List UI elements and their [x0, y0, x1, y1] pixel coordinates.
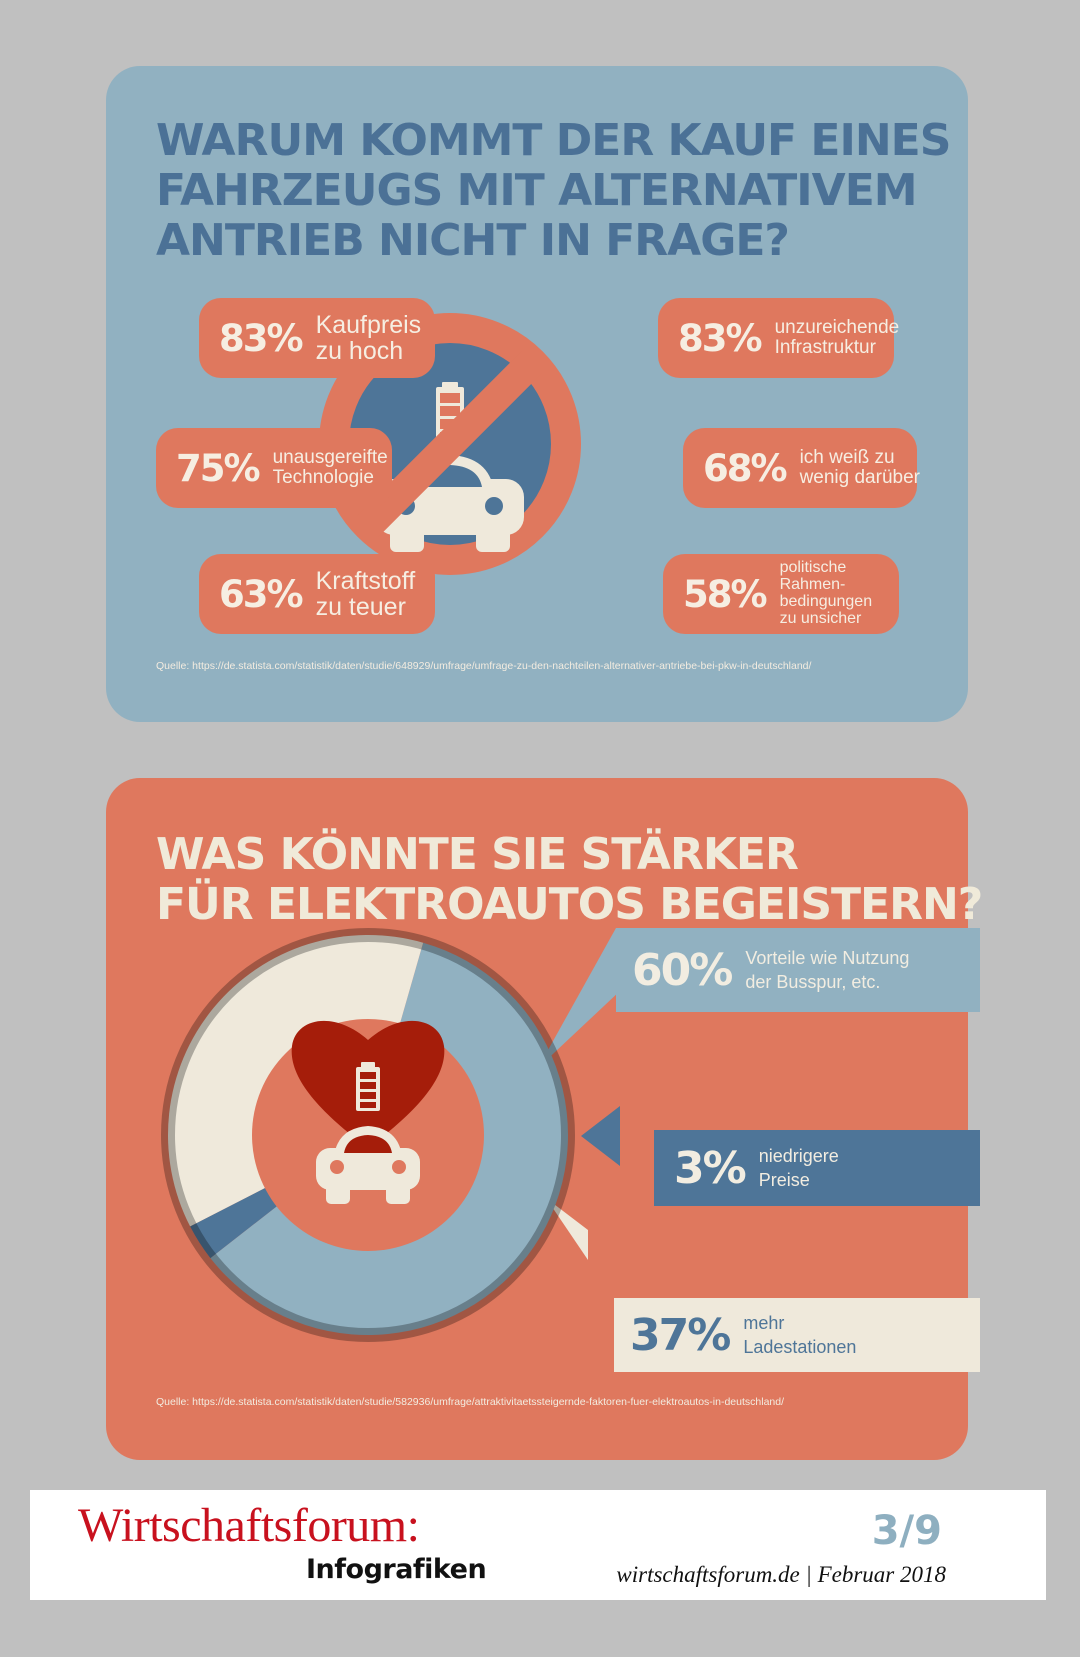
bottom-headline: Was könnte Sie stärker für Elektroautos … [156, 829, 983, 930]
reason-percent: 83% [678, 316, 763, 360]
reason-pill: 83% unzureichende Infrastruktur [658, 298, 899, 378]
reason-pill: 68% ich weiß zu wenig darüber [683, 428, 920, 508]
top-headline-line: Antrieb nicht in Frage? [156, 215, 790, 266]
reason-label-line: Rahmen- [779, 576, 846, 594]
reason-label: unzureichende Infrastruktur [775, 318, 900, 358]
callout-label: Vorteile wie Nutzung der Busspur, etc. [745, 946, 909, 995]
reason-percent: 75% [176, 446, 261, 490]
reason-label-line: unzureichende [774, 317, 900, 339]
brand-subtitle: Infografiken [306, 1554, 487, 1585]
reason-label-line: bedingungen [779, 593, 873, 610]
callout-label-line: Preise [758, 1170, 810, 1190]
callout-label: mehr Ladestationen [743, 1311, 856, 1360]
callout-label-line: mehr [743, 1312, 785, 1333]
reason-label: ich weiß zu wenig darüber [800, 448, 920, 488]
reason-label-line: politische [779, 559, 847, 577]
donut-rim [161, 928, 575, 1342]
callout-label-line: der Busspur, etc. [745, 972, 881, 992]
site-and-date: wirtschaftsforum.de | Februar 2018 [616, 1562, 946, 1587]
reason-percent: 68% [703, 446, 788, 490]
reason-label-line: wenig darüber [799, 467, 920, 488]
reason-percent: 63% [219, 572, 304, 616]
reason-label-line: Infrastruktur [774, 337, 876, 358]
callout-60: 60% Vorteile wie Nutzung der Busspur, et… [616, 928, 980, 1012]
panel-motivators: Was könnte Sie stärker für Elektroautos … [106, 778, 983, 1460]
reason-percent: 58% [683, 572, 768, 616]
top-source: Quelle: https://de.statista.com/statisti… [156, 660, 812, 672]
reason-label: Kraftstoff zu teuer [315, 566, 416, 621]
page-number: 3/9 [871, 1508, 942, 1554]
callout-3: 3% niedrigere Preise [654, 1130, 980, 1206]
reason-label-line: ich weiß zu [799, 447, 895, 469]
top-headline-line: Fahrzeugs mit alternativem [156, 165, 918, 216]
callout-label: niedrigere Preise [759, 1144, 839, 1193]
reason-pill: 63% Kraftstoff zu teuer [199, 554, 435, 634]
reason-label-line: zu teuer [315, 593, 406, 621]
reason-label: Kaufpreis zu hoch [315, 310, 422, 365]
reason-label: politische Rahmen- bedingungen zu unsich… [780, 560, 873, 627]
bottom-source: Quelle: https://de.statista.com/statisti… [156, 1396, 785, 1408]
panel-reasons-against: Warum kommt der Kauf eines Fahrzeugs mit… [106, 66, 968, 722]
brand-logo: Wirtschaftsforum: [78, 1499, 420, 1552]
callout-percent: 3% [674, 1142, 747, 1194]
reason-label-line: unausgereifte [272, 447, 388, 469]
reason-pill: 58% politische Rahmen- bedingungen zu un… [663, 554, 899, 634]
callout-label-line: Ladestationen [743, 1337, 857, 1357]
pointer-37 [546, 1198, 588, 1260]
motivators-donut-chart [161, 928, 641, 1342]
bottom-headline-line: Was könnte Sie stärker [156, 829, 799, 880]
reason-label-line: Technologie [272, 467, 374, 488]
pointer-60-base [538, 928, 621, 1068]
no-electric-car-icon [319, 313, 581, 575]
heart-electric-car-icon [291, 1020, 445, 1204]
callout-label-line: niedrigere [758, 1145, 839, 1166]
reason-label-line: zu hoch [315, 337, 404, 365]
reason-label: unausgereifte Technologie [273, 448, 388, 488]
footer-bar: Wirtschaftsforum: Infografiken 3/9 wirts… [30, 1490, 1046, 1600]
callout-percent: 60% [632, 944, 733, 996]
reason-pill: 83% Kaufpreis zu hoch [199, 298, 435, 378]
pointer-3 [581, 1106, 620, 1166]
callout-37: 37% mehr Ladestationen [614, 1298, 980, 1372]
top-headline-line: Warum kommt der Kauf eines [156, 115, 951, 166]
top-headline: Warum kommt der Kauf eines Fahrzeugs mit… [156, 115, 951, 266]
reason-label-line: Kraftstoff [315, 566, 416, 595]
bottom-headline-line: für Elektroautos begeistern? [156, 879, 983, 930]
callout-label-line: Vorteile wie Nutzung [745, 947, 910, 968]
reason-label-line: Kaufpreis [315, 310, 422, 339]
callout-percent: 37% [630, 1309, 731, 1361]
reason-label-line: zu unsicher [779, 609, 862, 627]
reason-pill: 75% unausgereifte Technologie [156, 428, 392, 508]
reason-percent: 83% [219, 316, 304, 360]
